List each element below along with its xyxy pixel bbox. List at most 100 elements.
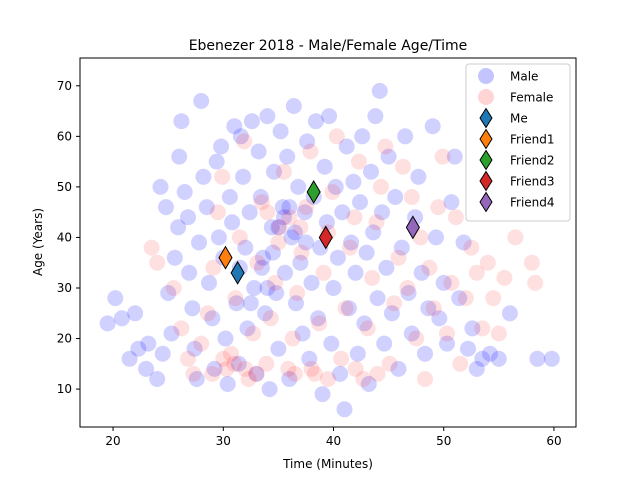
- male-point: [107, 290, 124, 307]
- male-point: [529, 350, 546, 367]
- male-point: [286, 224, 303, 241]
- female-point: [417, 371, 433, 387]
- female-point: [443, 274, 460, 291]
- female-point: [237, 360, 254, 377]
- female-point: [381, 355, 398, 372]
- male-point: [365, 224, 382, 241]
- female-point: [289, 285, 306, 301]
- male-point: [266, 163, 282, 180]
- female-point: [434, 148, 451, 165]
- x-axis-label: Time (Minutes): [282, 457, 373, 471]
- female-point: [377, 138, 394, 155]
- legend-label: Female: [510, 91, 553, 105]
- male-point: [224, 214, 241, 231]
- male-point: [121, 350, 138, 367]
- legend-symbol-friend1: [479, 128, 493, 150]
- female-point: [240, 371, 257, 387]
- male-point: [275, 209, 292, 226]
- female-point: [412, 229, 429, 246]
- female-point: [447, 209, 464, 226]
- male-point: [424, 118, 441, 135]
- male-point: [171, 148, 188, 165]
- male-point: [367, 108, 384, 125]
- female-point: [306, 365, 323, 382]
- male-point: [352, 194, 368, 211]
- female-point: [165, 280, 182, 296]
- female-point: [364, 269, 381, 286]
- male-point: [290, 178, 307, 195]
- female-point: [275, 163, 292, 180]
- female-point: [302, 143, 319, 160]
- male-point: [329, 249, 346, 266]
- male-point: [193, 93, 210, 109]
- male-point: [237, 239, 254, 256]
- female-point: [369, 365, 386, 382]
- male-point: [363, 163, 379, 180]
- male-point: [149, 371, 166, 387]
- female-point: [408, 330, 425, 347]
- male-point: [303, 274, 320, 291]
- male-point: [152, 178, 169, 195]
- female-point: [430, 199, 447, 216]
- axes-frame: [79, 57, 577, 428]
- male-point: [378, 259, 395, 276]
- series-friend4: [405, 215, 420, 240]
- female-point: [236, 133, 253, 150]
- friend2-marker: [306, 179, 321, 204]
- y-axis: 10 20 30 40 50 60 70: [57, 79, 80, 396]
- x-axis: 20 30 40 50 60: [105, 427, 562, 448]
- female-point: [350, 153, 367, 170]
- male-point: [283, 229, 300, 246]
- female-point: [386, 295, 403, 312]
- female-point: [328, 128, 345, 145]
- male-point: [198, 199, 215, 216]
- female-point: [259, 204, 276, 221]
- male-point: [338, 138, 355, 155]
- female-point: [315, 264, 332, 281]
- male-point: [288, 295, 304, 312]
- male-point: [180, 209, 196, 226]
- male-point: [325, 280, 342, 296]
- legend-symbol-friend4: [479, 191, 493, 213]
- male-point: [371, 82, 388, 99]
- male-point: [154, 345, 171, 362]
- male-point: [343, 234, 360, 251]
- female-point: [180, 350, 196, 367]
- female-point: [298, 199, 314, 216]
- male-point: [239, 320, 256, 337]
- female-point: [173, 320, 190, 337]
- female-point: [214, 168, 231, 185]
- female-point: [262, 310, 279, 327]
- male-point: [274, 199, 291, 216]
- legend-label: Friend1: [510, 133, 555, 147]
- female-point: [292, 219, 309, 236]
- male-point: [270, 340, 287, 357]
- male-point: [246, 280, 263, 296]
- female-point: [333, 350, 350, 367]
- legend-label: Friend3: [510, 175, 555, 189]
- female-point: [403, 189, 420, 205]
- female-point: [527, 274, 544, 291]
- female-point: [204, 365, 221, 382]
- male-point: [345, 173, 362, 190]
- male-point: [332, 365, 349, 382]
- female-point: [485, 290, 502, 307]
- male-point: [349, 345, 366, 362]
- male-point: [285, 98, 302, 114]
- male-point: [387, 189, 404, 205]
- female-point: [474, 320, 491, 337]
- female-point: [390, 249, 407, 266]
- male-point: [130, 340, 147, 357]
- male-point: [420, 300, 437, 317]
- male-point: [369, 290, 386, 307]
- male-point: [219, 376, 236, 392]
- male-point: [281, 371, 298, 387]
- male-point: [235, 168, 252, 185]
- female-point: [218, 360, 235, 377]
- female-point: [280, 360, 297, 377]
- male-point: [451, 290, 468, 307]
- male-point: [257, 305, 274, 322]
- male-point: [397, 128, 414, 145]
- male-point: [443, 194, 460, 211]
- male-point: [243, 113, 260, 130]
